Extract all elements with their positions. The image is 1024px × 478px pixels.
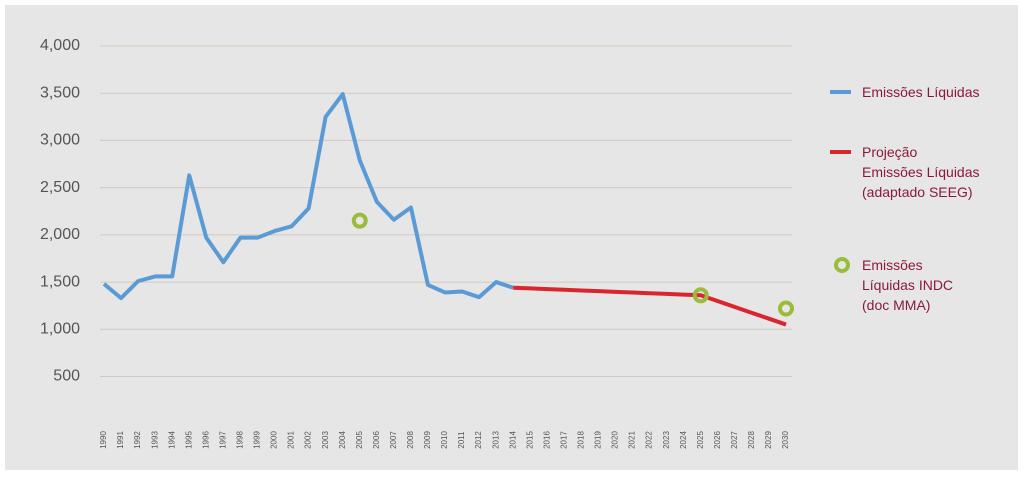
y-tick-label: 2,500 [40, 179, 80, 196]
x-tick-label: 2003 [321, 431, 330, 449]
y-tick-label: 500 [53, 368, 80, 385]
x-tick-label: 1999 [253, 431, 262, 449]
legend-swatch [834, 257, 850, 273]
x-tick-label: 2018 [577, 431, 586, 449]
x-tick-label: 1998 [236, 431, 245, 449]
x-tick-label: 2008 [406, 431, 415, 449]
x-tick-label: 2027 [730, 431, 739, 449]
x-tick-label: 2025 [696, 431, 705, 449]
x-tick-label: 1990 [99, 431, 108, 449]
x-tick-label: 2020 [611, 431, 620, 449]
x-tick-label: 2000 [270, 431, 279, 449]
x-tick-label: 2019 [594, 431, 603, 449]
x-tick-label: 1996 [201, 431, 210, 449]
legend-label: Emissões Líquidas INDC (doc MMA) [862, 257, 954, 313]
indc-point [692, 287, 709, 304]
series-line [102, 92, 514, 301]
legend-label: Emissões Líquidas [862, 84, 980, 100]
x-tick-label: 2022 [645, 431, 654, 449]
x-tick-label: 2013 [491, 431, 500, 449]
x-tick-label: 2007 [389, 431, 398, 449]
x-tick-label: 2001 [287, 431, 296, 449]
x-tick-label: 2016 [542, 431, 551, 449]
x-tick-label: 2004 [338, 431, 347, 449]
y-tick-label: 1,000 [40, 320, 80, 337]
indc-point [351, 212, 368, 229]
x-tick-label: 2028 [747, 431, 756, 449]
x-tick-label: 2029 [764, 431, 773, 449]
x-tick-label: 1997 [218, 431, 227, 449]
y-tick-label: 4,000 [40, 37, 80, 54]
x-tick-label: 2015 [525, 431, 534, 449]
x-tick-label: 2002 [304, 431, 313, 449]
x-tick-label: 2023 [662, 431, 671, 449]
x-tick-label: 1992 [133, 431, 142, 449]
x-tick-label: 1995 [184, 431, 193, 449]
x-tick-label: 2011 [457, 431, 466, 449]
indc-point [778, 300, 794, 317]
x-tick-label: 2030 [781, 431, 790, 449]
x-tick-label: 2006 [372, 431, 381, 449]
x-tick-label: 2021 [628, 431, 637, 449]
legend-label: Projeção Emissões Líquidas (adaptado SEE… [862, 144, 980, 200]
x-tick-label: 2014 [508, 431, 517, 449]
x-tick-label: 2012 [474, 431, 483, 449]
x-tick-label: 1991 [116, 431, 125, 449]
chart-background [5, 5, 1018, 470]
x-tick-label: 1994 [167, 431, 176, 449]
y-tick-label: 3,500 [40, 84, 80, 101]
x-tick-label: 2026 [713, 431, 722, 449]
x-tick-label: 1993 [150, 431, 159, 449]
x-tick-label: 2010 [440, 431, 449, 449]
x-tick-label: 2017 [559, 431, 568, 449]
y-tick-label: 3,000 [40, 132, 80, 149]
x-tick-label: 2024 [679, 431, 688, 449]
series-line [513, 285, 787, 327]
y-tick-label: 2,000 [40, 226, 80, 243]
y-tick-label: 1,500 [40, 273, 80, 290]
x-tick-label: 2009 [423, 431, 432, 449]
x-tick-label: 2005 [355, 431, 364, 449]
